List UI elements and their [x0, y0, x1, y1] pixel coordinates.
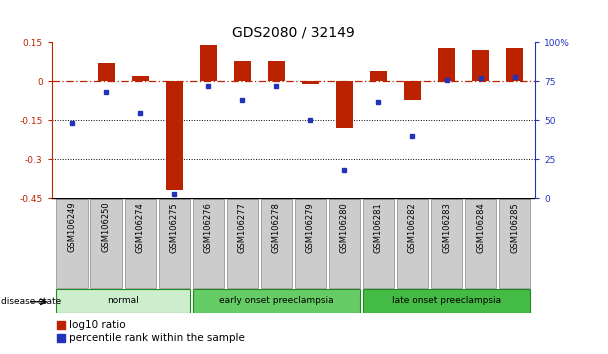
Text: GSM106284: GSM106284	[476, 202, 485, 253]
Text: GSM106274: GSM106274	[136, 202, 145, 253]
Text: GSM106250: GSM106250	[102, 202, 111, 252]
FancyBboxPatch shape	[363, 289, 530, 313]
FancyBboxPatch shape	[363, 199, 394, 287]
Legend: log10 ratio, percentile rank within the sample: log10 ratio, percentile rank within the …	[57, 320, 245, 343]
FancyBboxPatch shape	[125, 199, 156, 287]
FancyBboxPatch shape	[193, 199, 224, 287]
Text: GSM106283: GSM106283	[442, 202, 451, 253]
Bar	[404, 81, 421, 99]
FancyBboxPatch shape	[57, 289, 190, 313]
Text: GSM106276: GSM106276	[204, 202, 213, 253]
Bar	[438, 48, 455, 81]
Bar	[370, 71, 387, 81]
Bar	[506, 48, 523, 81]
Text: GSM106249: GSM106249	[67, 202, 77, 252]
FancyBboxPatch shape	[159, 199, 190, 287]
Text: GSM106278: GSM106278	[272, 202, 281, 253]
FancyBboxPatch shape	[465, 199, 496, 287]
Bar	[166, 81, 183, 190]
FancyBboxPatch shape	[295, 199, 326, 287]
Text: late onset preeclampsia: late onset preeclampsia	[392, 296, 501, 306]
Text: early onset preeclampsia: early onset preeclampsia	[219, 296, 334, 306]
Bar	[234, 61, 251, 81]
Text: GSM106279: GSM106279	[306, 202, 315, 253]
Bar	[472, 50, 489, 81]
Bar	[98, 63, 115, 81]
FancyBboxPatch shape	[193, 289, 360, 313]
FancyBboxPatch shape	[227, 199, 258, 287]
FancyBboxPatch shape	[57, 199, 88, 287]
FancyBboxPatch shape	[329, 199, 360, 287]
FancyBboxPatch shape	[261, 199, 292, 287]
Bar	[336, 81, 353, 128]
Text: GSM106275: GSM106275	[170, 202, 179, 253]
Bar	[268, 61, 285, 81]
FancyBboxPatch shape	[499, 199, 530, 287]
Title: GDS2080 / 32149: GDS2080 / 32149	[232, 26, 354, 40]
Text: GSM106285: GSM106285	[510, 202, 519, 253]
Bar	[302, 81, 319, 84]
FancyBboxPatch shape	[91, 199, 122, 287]
Text: normal: normal	[107, 296, 139, 306]
Bar	[200, 45, 217, 81]
FancyBboxPatch shape	[431, 199, 462, 287]
Text: GSM106282: GSM106282	[408, 202, 417, 253]
FancyBboxPatch shape	[397, 199, 428, 287]
Text: disease state: disease state	[1, 297, 61, 306]
Text: GSM106280: GSM106280	[340, 202, 349, 253]
Text: GSM106281: GSM106281	[374, 202, 383, 253]
Bar	[132, 76, 149, 81]
Text: GSM106277: GSM106277	[238, 202, 247, 253]
